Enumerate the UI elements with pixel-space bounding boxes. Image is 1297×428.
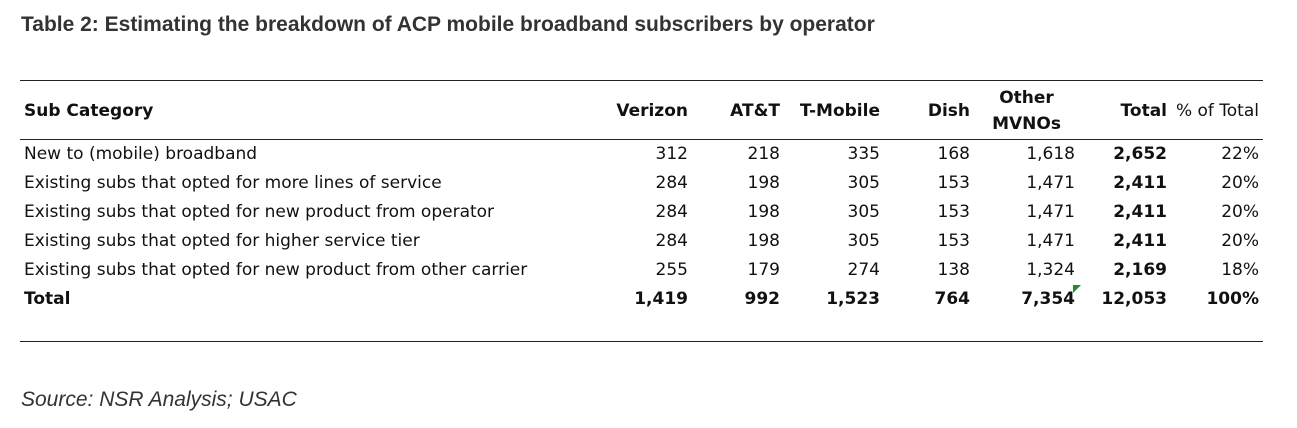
total-dish: 764 xyxy=(934,289,971,309)
cell-other-mvnos: 1,471 xyxy=(1026,173,1075,193)
cell-other-mvnos: 1,324 xyxy=(1026,260,1075,280)
total-other-mvnos: 7,354 xyxy=(1021,289,1075,309)
cell-verizon: 255 xyxy=(655,260,688,280)
header-att: AT&T xyxy=(730,101,780,121)
cell-dish: 153 xyxy=(937,231,970,251)
cell-verizon: 312 xyxy=(655,144,688,164)
cell-tmobile: 335 xyxy=(847,144,880,164)
cell-att: 218 xyxy=(747,144,780,164)
cell-dish: 168 xyxy=(937,144,970,164)
table-row: Existing subs that opted for more lines … xyxy=(20,169,1263,198)
cell-tmobile: 274 xyxy=(847,260,880,280)
table-title: Table 2: Estimating the breakdown of ACP… xyxy=(21,13,875,36)
cell-dish: 153 xyxy=(937,173,970,193)
total-total: 12,053 xyxy=(1101,289,1167,309)
cell-pct: 20% xyxy=(1221,231,1259,251)
total-tmobile: 1,523 xyxy=(826,289,880,309)
cell-att: 198 xyxy=(747,173,780,193)
header-row: Sub Category Verizon AT&T T-Mobile Dish … xyxy=(20,83,1263,140)
cell-dish: 153 xyxy=(937,202,970,222)
cell-other-mvnos: 1,618 xyxy=(1026,144,1075,164)
header-dish: Dish xyxy=(927,101,970,121)
row-label: Existing subs that opted for new product… xyxy=(24,202,495,222)
row-label: Existing subs that opted for new product… xyxy=(24,260,528,280)
cell-dish: 138 xyxy=(937,260,970,280)
cell-total: 2,411 xyxy=(1113,202,1167,222)
total-row: Total 1,419 992 1,523 764 7,354 12,053 1… xyxy=(20,285,1263,314)
cell-total: 2,411 xyxy=(1113,173,1167,193)
cell-pct: 22% xyxy=(1221,144,1259,164)
header-tmobile: T-Mobile xyxy=(799,101,880,121)
header-pct-total: % of Total xyxy=(1175,101,1259,121)
table-bottom-rule xyxy=(20,341,1263,342)
row-label: New to (mobile) broadband xyxy=(24,144,258,164)
table-row: Existing subs that opted for new product… xyxy=(20,198,1263,227)
cell-verizon: 284 xyxy=(655,173,688,193)
cell-total: 2,169 xyxy=(1113,260,1167,280)
cell-tmobile: 305 xyxy=(847,173,880,193)
cell-att: 179 xyxy=(747,260,780,280)
table-row: New to (mobile) broadband 312 218 335 16… xyxy=(20,140,1263,170)
table-top-rule xyxy=(20,80,1263,81)
source-note: Source: NSR Analysis; USAC xyxy=(21,388,297,411)
total-pct: 100% xyxy=(1206,289,1259,309)
total-att: 992 xyxy=(744,289,781,309)
header-verizon: Verizon xyxy=(616,101,688,121)
row-label: Existing subs that opted for more lines … xyxy=(24,173,442,193)
cell-verizon: 284 xyxy=(655,202,688,222)
total-label: Total xyxy=(24,289,71,309)
cell-att: 198 xyxy=(747,202,780,222)
cell-pct: 20% xyxy=(1221,173,1259,193)
comment-indicator-icon xyxy=(1073,285,1081,293)
cell-pct: 20% xyxy=(1221,202,1259,222)
cell-other-mvnos: 1,471 xyxy=(1026,202,1075,222)
cell-total: 2,652 xyxy=(1113,144,1167,164)
total-verizon: 1,419 xyxy=(634,289,688,309)
cell-pct: 18% xyxy=(1221,260,1259,280)
cell-total: 2,411 xyxy=(1113,231,1167,251)
header-sub-category: Sub Category xyxy=(24,101,154,121)
cell-other-mvnos: 1,471 xyxy=(1026,231,1075,251)
subscriber-table: Sub Category Verizon AT&T T-Mobile Dish … xyxy=(20,83,1263,314)
row-label: Existing subs that opted for higher serv… xyxy=(24,231,420,251)
table-row: Existing subs that opted for new product… xyxy=(20,256,1263,285)
table-row: Existing subs that opted for higher serv… xyxy=(20,227,1263,256)
cell-tmobile: 305 xyxy=(847,231,880,251)
header-total: Total xyxy=(1120,101,1167,121)
header-other-mvnos: Other MVNOs xyxy=(992,88,1061,134)
cell-att: 198 xyxy=(747,231,780,251)
cell-tmobile: 305 xyxy=(847,202,880,222)
cell-verizon: 284 xyxy=(655,231,688,251)
